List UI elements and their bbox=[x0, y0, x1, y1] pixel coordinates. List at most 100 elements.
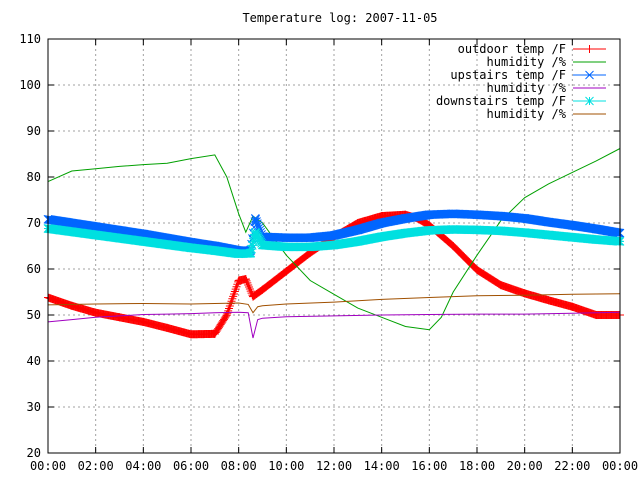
series-3 bbox=[47, 311, 621, 339]
y-tick-label: 20 bbox=[27, 446, 41, 460]
legend-marker bbox=[585, 70, 594, 80]
data-point bbox=[520, 214, 530, 223]
data-point bbox=[329, 231, 339, 240]
data-point bbox=[473, 265, 481, 274]
x-tick-label: 14:00 bbox=[364, 459, 400, 473]
x-tick-label: 16:00 bbox=[411, 459, 447, 473]
data-point bbox=[377, 232, 387, 242]
data-point bbox=[282, 267, 291, 276]
x-tick-label: 04:00 bbox=[125, 459, 161, 473]
data-point bbox=[249, 233, 259, 243]
y-tick-label: 50 bbox=[27, 308, 41, 322]
series-line bbox=[47, 311, 621, 339]
series-line bbox=[47, 293, 621, 314]
data-point bbox=[250, 214, 260, 223]
data-point bbox=[163, 323, 172, 332]
data-point bbox=[245, 282, 254, 291]
series-group bbox=[43, 148, 625, 339]
data-point bbox=[472, 210, 482, 220]
legend-label: outdoor temp /F bbox=[458, 42, 566, 56]
data-point bbox=[245, 285, 254, 294]
data-point bbox=[247, 244, 256, 254]
data-point bbox=[591, 224, 601, 234]
x-tick-label: 18:00 bbox=[459, 459, 495, 473]
data-point bbox=[91, 230, 101, 240]
data-point bbox=[353, 237, 363, 246]
data-point bbox=[496, 211, 506, 221]
data-point bbox=[139, 317, 148, 326]
data-point bbox=[496, 226, 506, 236]
x-tick-label: 12:00 bbox=[316, 459, 352, 473]
data-point bbox=[448, 225, 458, 234]
data-point bbox=[243, 278, 252, 287]
data-point bbox=[186, 243, 196, 253]
x-tick-label: 10:00 bbox=[268, 459, 304, 473]
series-4 bbox=[43, 224, 625, 259]
data-point bbox=[305, 242, 315, 252]
data-point bbox=[496, 281, 505, 290]
legend-label: humidity /% bbox=[487, 81, 567, 95]
y-axis-ticks: 20 30 40 50 60 70 80 90 100 110 bbox=[19, 32, 620, 460]
data-point bbox=[258, 240, 267, 250]
data-point bbox=[401, 228, 410, 238]
data-point bbox=[248, 237, 258, 247]
x-tick-label: 02:00 bbox=[78, 459, 114, 473]
data-point bbox=[567, 232, 577, 242]
data-point bbox=[472, 225, 482, 235]
x-tick-label: 00:00 bbox=[602, 459, 638, 473]
data-point bbox=[281, 233, 291, 243]
data-point bbox=[250, 227, 260, 237]
data-point bbox=[248, 292, 257, 301]
data-point bbox=[567, 220, 577, 230]
data-point bbox=[91, 222, 101, 232]
data-point bbox=[244, 280, 253, 289]
data-point bbox=[424, 210, 434, 220]
x-axis-ticks: 00:00 02:00 04:00 06:00 08:00 10:00 12:00 14:00… bbox=[30, 39, 638, 473]
data-point bbox=[329, 240, 339, 250]
data-point bbox=[91, 308, 100, 317]
data-point bbox=[241, 275, 250, 284]
data-point bbox=[115, 313, 124, 322]
data-point bbox=[449, 242, 458, 250]
y-tick-label: 40 bbox=[27, 354, 41, 368]
y-tick-label: 90 bbox=[27, 124, 41, 138]
data-point bbox=[424, 226, 434, 235]
data-point bbox=[544, 296, 553, 305]
data-point bbox=[138, 237, 148, 246]
data-point bbox=[520, 289, 529, 298]
data-point bbox=[281, 242, 291, 252]
legend-label: upstairs temp /F bbox=[450, 68, 566, 82]
y-tick-label: 30 bbox=[27, 400, 41, 414]
data-point bbox=[210, 329, 219, 338]
y-tick-label: 110 bbox=[19, 32, 41, 46]
data-point bbox=[210, 246, 220, 255]
legend-label: humidity /% bbox=[487, 55, 567, 69]
x-tick-label: 08:00 bbox=[221, 459, 257, 473]
plot-frame bbox=[47, 38, 621, 454]
data-point bbox=[67, 301, 76, 310]
data-point bbox=[568, 302, 577, 311]
legend-label: downstairs temp /F bbox=[436, 94, 566, 108]
data-point bbox=[234, 249, 244, 259]
data-point bbox=[401, 214, 410, 223]
legend-marker bbox=[585, 96, 594, 106]
x-tick-label: 00:00 bbox=[30, 459, 66, 473]
y-tick-label: 60 bbox=[27, 262, 41, 276]
series-0 bbox=[44, 210, 624, 339]
data-point bbox=[353, 225, 363, 235]
y-tick-label: 80 bbox=[27, 170, 41, 184]
legend-marker bbox=[585, 45, 594, 53]
y-tick-label: 100 bbox=[19, 78, 41, 92]
data-point bbox=[248, 241, 257, 250]
data-point bbox=[544, 217, 553, 227]
data-point bbox=[234, 276, 243, 285]
data-point bbox=[591, 235, 601, 244]
x-tick-label: 06:00 bbox=[173, 459, 209, 473]
legend-label: humidity /% bbox=[487, 107, 567, 121]
data-point bbox=[187, 330, 195, 339]
gridlines bbox=[48, 39, 620, 453]
data-point bbox=[377, 218, 387, 228]
y-tick-label: 70 bbox=[27, 216, 41, 230]
data-point bbox=[305, 233, 315, 243]
